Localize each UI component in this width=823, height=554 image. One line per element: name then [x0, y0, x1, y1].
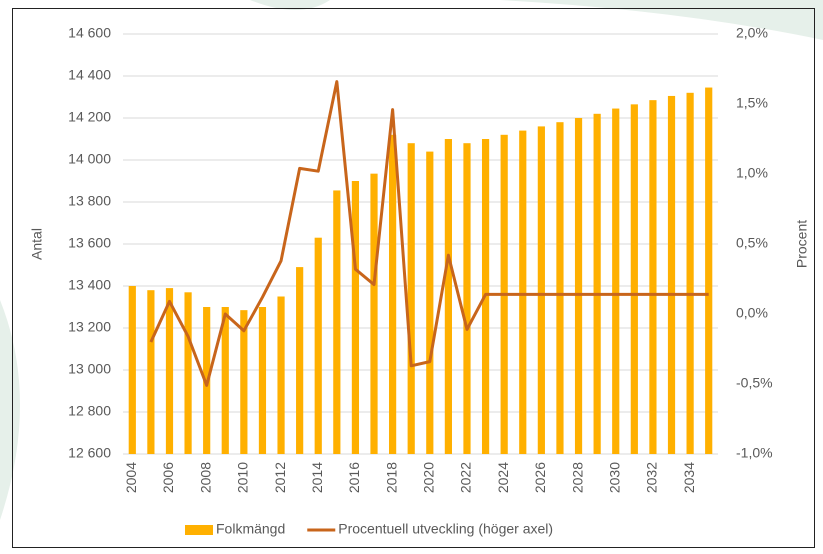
- bar: [426, 151, 434, 454]
- y-tick-label: 14 600: [68, 25, 111, 41]
- decoration: [250, 0, 330, 10]
- y-tick-label: 14 200: [68, 109, 111, 125]
- y2-tick-label: -1,0%: [736, 445, 773, 461]
- y-tick-label: 13 400: [68, 277, 111, 293]
- bar: [593, 113, 601, 455]
- chart-frame: [12, 8, 815, 548]
- y-tick-label: 12 600: [68, 445, 111, 461]
- x-tick-label: 2026: [532, 462, 548, 493]
- bar: [165, 288, 174, 454]
- bar: [333, 190, 341, 454]
- bar: [351, 181, 360, 454]
- y2-axis-label: Procent: [794, 220, 810, 268]
- decoration: [500, 0, 823, 40]
- y2-tick-label: 0,0%: [736, 305, 768, 321]
- bar: [574, 118, 583, 454]
- y2-tick-label: 0,5%: [736, 235, 768, 251]
- bar: [463, 143, 471, 454]
- y2-tick-label: 1,5%: [736, 95, 768, 111]
- x-tick-label: 2012: [272, 462, 288, 493]
- bar: [221, 307, 229, 454]
- x-tick-label: 2024: [495, 462, 511, 493]
- bar: [612, 108, 620, 455]
- bar: [407, 143, 415, 454]
- bar: [519, 130, 527, 454]
- x-tick-label: 2022: [458, 462, 474, 493]
- bar: [277, 296, 285, 454]
- bar: [444, 139, 452, 454]
- bar: [128, 286, 136, 454]
- x-tick-label: 2006: [160, 462, 176, 493]
- bar: [537, 126, 545, 455]
- decoration: [0, 300, 20, 520]
- y-axis-label: Antal: [29, 228, 45, 260]
- y-tick-label: 13 600: [68, 235, 111, 251]
- legend-label: Procentuell utveckling (höger axel): [338, 521, 553, 537]
- y-tick-label: 13 000: [68, 361, 111, 377]
- y2-tick-label: 2,0%: [736, 25, 768, 41]
- y-tick-label: 14 400: [68, 67, 111, 83]
- x-tick-label: 2014: [309, 462, 325, 493]
- bar: [630, 104, 638, 454]
- bar: [296, 267, 304, 454]
- bar: [240, 310, 248, 454]
- y-tick-label: 12 800: [68, 403, 111, 419]
- bar: [686, 92, 694, 455]
- legend-label: Folkmängd: [216, 521, 285, 537]
- bar: [667, 95, 676, 454]
- y2-tick-label: -0,5%: [736, 375, 773, 391]
- x-tick-label: 2020: [421, 462, 437, 493]
- y2-tick-label: 1,0%: [736, 165, 768, 181]
- bar: [258, 307, 267, 454]
- bar: [556, 122, 564, 454]
- x-tick-label: 2034: [681, 462, 697, 493]
- line: [149, 80, 709, 387]
- bar: [314, 237, 322, 454]
- y-tick-label: 14 000: [68, 151, 111, 167]
- x-tick-label: 2032: [644, 462, 660, 493]
- x-tick-label: 2004: [123, 462, 139, 493]
- x-tick-label: 2018: [383, 462, 399, 493]
- y-tick-label: 13 200: [68, 319, 111, 335]
- legend-swatch: [185, 525, 213, 535]
- bar: [389, 134, 397, 455]
- bar: [370, 173, 378, 454]
- x-tick-label: 2028: [569, 462, 585, 493]
- bar: [705, 87, 713, 455]
- x-tick-label: 2010: [235, 462, 251, 493]
- bar: [184, 292, 192, 454]
- x-tick-label: 2016: [346, 462, 362, 493]
- bar: [147, 290, 155, 454]
- y-tick-label: 13 800: [68, 193, 111, 209]
- x-tick-label: 2008: [197, 462, 213, 493]
- bar: [649, 100, 657, 455]
- x-tick-label: 2030: [606, 462, 622, 493]
